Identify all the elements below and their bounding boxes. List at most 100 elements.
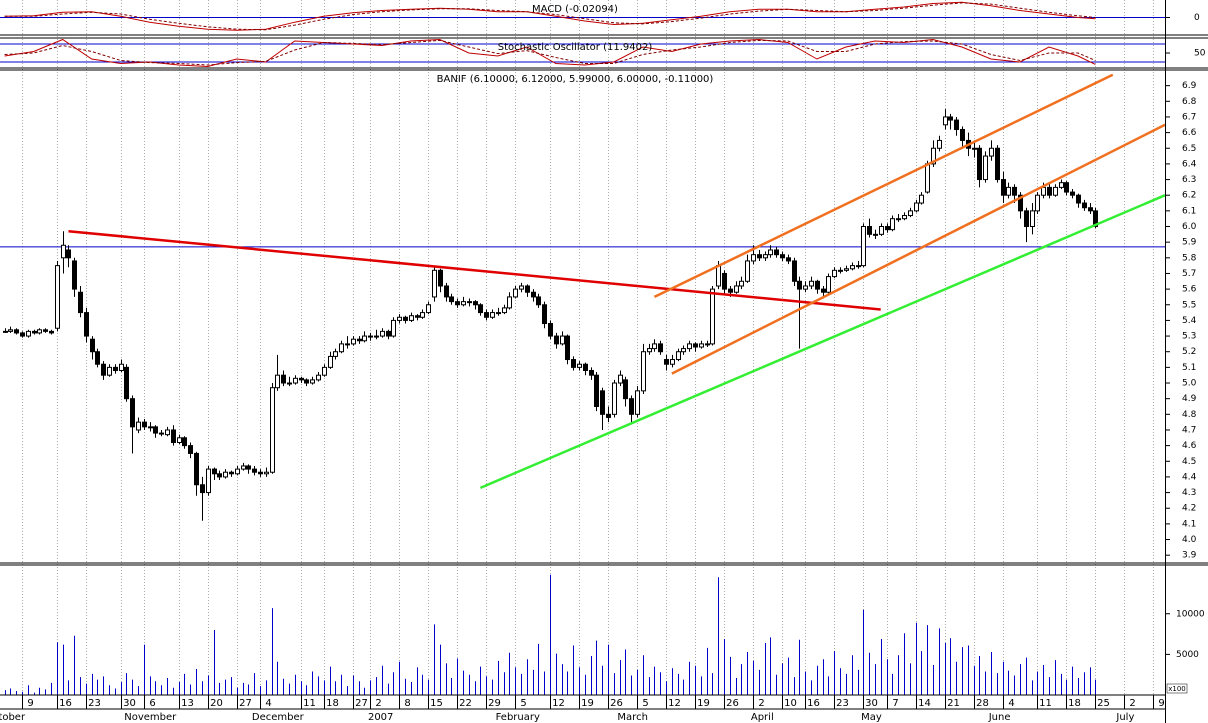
candle-body [757, 254, 762, 259]
candle-body [838, 269, 843, 272]
x-tick-label: 18 [1068, 698, 1081, 709]
candle-body [200, 484, 205, 494]
candle-body [577, 363, 582, 368]
candle-body [693, 343, 698, 348]
candle-body [1001, 179, 1006, 196]
candle-body [774, 249, 779, 256]
candle-body [1035, 194, 1040, 212]
candle-body [357, 338, 362, 342]
candle-body [507, 296, 512, 309]
candle-body [745, 260, 750, 282]
month-label: February [496, 712, 540, 723]
candle-body [333, 351, 338, 357]
candle-body [310, 379, 315, 384]
candle-body [856, 265, 861, 268]
candle-body [386, 330, 391, 337]
candle-body [519, 285, 524, 290]
candle-body [1018, 194, 1023, 212]
x-tick-label: 4 [265, 698, 271, 709]
candle-body [531, 291, 536, 298]
y-tick-label: 6.5 [1182, 144, 1196, 154]
chart-title: MACD (-0.02094) [532, 4, 618, 15]
candle-body [914, 202, 919, 212]
x-tick-label: 19 [697, 698, 710, 709]
candle-body [536, 296, 541, 306]
candle-body [1030, 210, 1035, 228]
candle-body [90, 338, 95, 353]
candle-body [252, 468, 257, 473]
month-label: April [751, 712, 774, 723]
candle-body [612, 382, 617, 415]
y-tick-label: 4.9 [1182, 394, 1197, 404]
y-tick-label: 6.6 [1182, 128, 1197, 138]
x-tick-label: 16 [59, 698, 72, 709]
candle-body [594, 374, 599, 407]
candle-body [803, 285, 808, 290]
candle-body [415, 315, 420, 318]
candle-body [705, 343, 710, 346]
candle-body [258, 471, 263, 475]
candle-body [420, 312, 425, 318]
unit-box [1166, 683, 1188, 694]
candle-body [374, 335, 379, 338]
y-tick-label: 6.0 [1182, 222, 1197, 232]
candle-body [571, 359, 576, 368]
candle-body [496, 312, 501, 315]
y-tick-label: 5.7 [1182, 269, 1196, 279]
indicator-line [4, 39, 1096, 66]
candle-body [61, 244, 66, 259]
x-tick-label: 21 [947, 698, 960, 709]
candle-body [989, 147, 994, 157]
y-tick-label: 4.2 [1182, 504, 1196, 514]
candle-body [652, 343, 657, 350]
candle-body [113, 366, 118, 371]
candle-body [119, 363, 124, 371]
candle-body [339, 343, 344, 353]
y-tick-label: 4.7 [1182, 425, 1196, 435]
trend-line [68, 229, 881, 311]
candle-body [513, 288, 518, 298]
candle-body [1053, 186, 1058, 196]
candle-body [606, 413, 611, 418]
candle-body [629, 398, 634, 415]
candle-body [1070, 191, 1075, 196]
candle-body [142, 421, 147, 428]
y-tick-label: 6.2 [1182, 191, 1196, 201]
candle-body [797, 280, 802, 290]
month-label: July [1115, 712, 1134, 723]
candle-body [322, 366, 327, 376]
month-label: June [988, 712, 1011, 723]
y-tick-label: 5.2 [1182, 347, 1196, 357]
y-tick-label: 6.9 [1182, 81, 1197, 91]
candle-body [328, 355, 333, 368]
y-tick-label: 5.6 [1182, 285, 1197, 295]
candle-body [687, 343, 692, 350]
candle-body [890, 218, 895, 231]
candle-body [165, 429, 170, 436]
indicator-line [4, 38, 1096, 68]
chart-title: BANIF (6.10000, 6.12000, 5.99000, 6.0000… [437, 74, 714, 85]
y-tick-label: 6.4 [1182, 159, 1197, 169]
candle-body [14, 329, 19, 334]
candle-body [299, 377, 304, 381]
candle-body [832, 269, 837, 278]
candle-body [1059, 182, 1064, 188]
candle-body [954, 119, 959, 130]
x-tick-label: 2 [758, 698, 764, 709]
candle-body [95, 351, 100, 365]
candle-body [206, 468, 211, 494]
candle-body [304, 379, 309, 384]
x-tick-label: 20 [210, 698, 223, 709]
candle-body [270, 387, 275, 473]
y-tick-label: 4.8 [1182, 410, 1197, 420]
candle-body [426, 304, 431, 314]
candle-body [449, 296, 454, 303]
y-tick-label: 4.3 [1182, 488, 1196, 498]
x-tick-label: 15 [430, 698, 443, 709]
candle-body [461, 301, 466, 306]
candle-body [786, 257, 791, 262]
x-tick-label: 25 [1097, 698, 1110, 709]
x-tick-label: 26 [726, 698, 739, 709]
